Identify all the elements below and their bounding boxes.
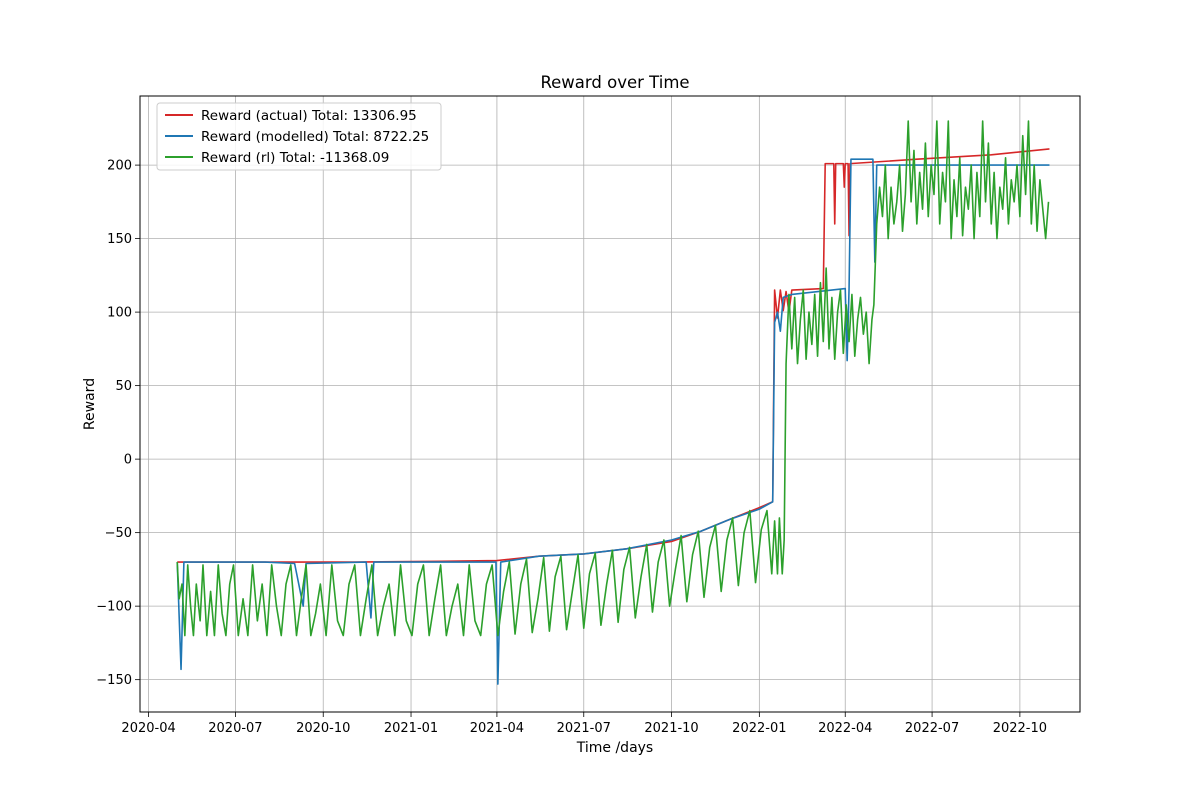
series-line-rl	[176, 120, 1050, 637]
x-axis-label: Time /days	[576, 740, 653, 756]
y-tick-label: 200	[107, 159, 132, 174]
legend-label-actual: Reward (actual) Total: 13306.95	[201, 108, 417, 124]
legend: Reward (actual) Total: 13306.95 Reward (…	[156, 102, 442, 171]
y-tick-label: −150	[96, 673, 132, 688]
y-tick-label: −50	[105, 526, 132, 541]
plot-frame	[139, 95, 1081, 713]
y-tick-label: 150	[107, 232, 132, 247]
y-axis-ticks: −150 −100 −50 0 50 100 150 200	[96, 159, 140, 688]
x-tick-label: 2021-04	[470, 721, 524, 736]
y-tick-label: 0	[124, 453, 132, 468]
x-tick-label: 2022-04	[818, 721, 872, 736]
legend-label-rl: Reward (rl) Total: -11368.09	[201, 150, 389, 166]
x-tick-label: 2022-01	[732, 721, 786, 736]
y-tick-label: −100	[96, 600, 132, 615]
x-tick-label: 2020-04	[121, 721, 175, 736]
x-tick-label: 2021-10	[644, 721, 698, 736]
y-tick-label: 50	[115, 379, 132, 394]
y-tick-label: 100	[107, 306, 132, 321]
x-tick-label: 2021-01	[384, 721, 438, 736]
x-tick-label: 2020-10	[296, 721, 350, 736]
chart-title: Reward over Time	[540, 73, 689, 92]
x-tick-label: 2022-07	[905, 721, 959, 736]
x-tick-label: 2022-10	[993, 721, 1047, 736]
legend-label-modelled: Reward (modelled) Total: 8722.25	[201, 129, 429, 145]
x-axis-ticks: 2020-04 2020-07 2020-10 2021-01 2021-04 2021-…	[121, 712, 1047, 736]
x-tick-label: 2020-07	[208, 721, 262, 736]
legend-box	[156, 102, 442, 171]
x-tick-label: 2021-07	[557, 721, 611, 736]
y-axis-label: Reward	[82, 378, 98, 430]
series-layer	[176, 120, 1050, 685]
